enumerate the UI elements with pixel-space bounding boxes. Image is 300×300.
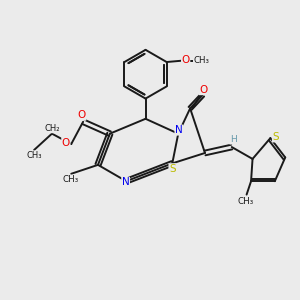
Text: CH₃: CH₃ (238, 196, 254, 206)
Text: S: S (169, 164, 175, 174)
Text: O: O (182, 55, 190, 65)
Text: CH₃: CH₃ (26, 151, 42, 160)
Text: O: O (199, 85, 207, 95)
Text: H: H (230, 135, 237, 144)
Text: CH₃: CH₃ (194, 56, 209, 65)
Text: N: N (175, 125, 183, 135)
Text: N: N (122, 177, 130, 188)
Text: CH₃: CH₃ (62, 175, 79, 184)
Text: CH₂: CH₂ (44, 124, 60, 133)
Text: S: S (272, 132, 279, 142)
Text: O: O (62, 138, 70, 148)
Text: O: O (77, 110, 86, 120)
